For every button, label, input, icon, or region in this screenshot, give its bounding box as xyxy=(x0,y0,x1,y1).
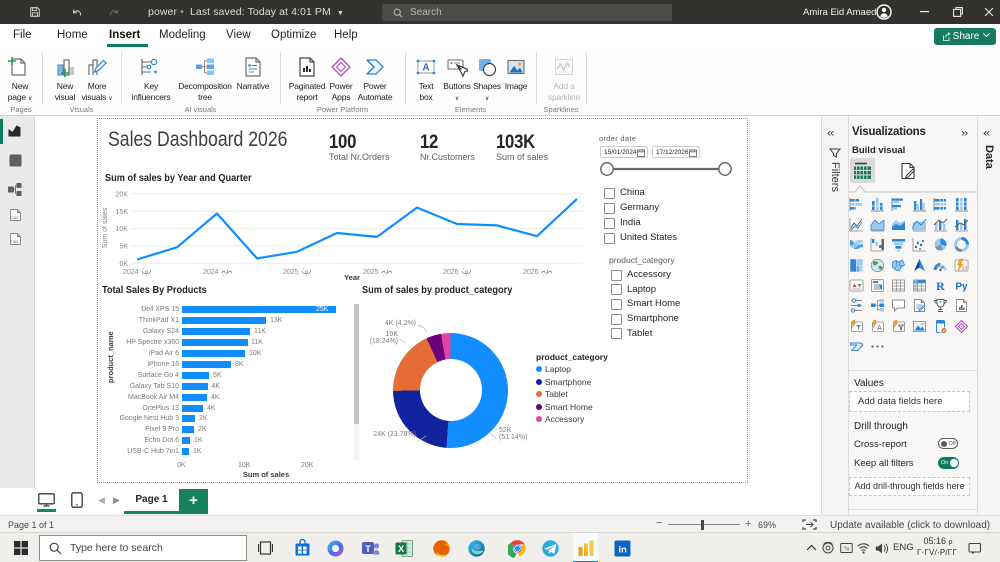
svg-text:Sum of sales: Sum of sales xyxy=(102,207,109,248)
svg-text:2025: 2025 xyxy=(283,269,299,276)
svg-text:20K: 20K xyxy=(116,191,129,198)
svg-text:in: in xyxy=(618,545,627,556)
svg-text:R: R xyxy=(936,279,945,293)
svg-text:Py: Py xyxy=(955,282,968,293)
svg-text:X: X xyxy=(398,544,405,555)
svg-text:10K: 10K xyxy=(116,226,129,233)
svg-text:2024: 2024 xyxy=(203,269,219,276)
svg-text:2024: 2024 xyxy=(123,269,139,276)
svg-text:2026: 2026 xyxy=(523,269,539,276)
svg-text:A: A xyxy=(422,63,429,74)
svg-text:2026: 2026 xyxy=(443,269,459,276)
svg-text:TMDL: TMDL xyxy=(11,240,20,244)
svg-text:23: 23 xyxy=(962,265,968,270)
svg-text:?x: ?x xyxy=(843,546,849,552)
svg-text:15K: 15K xyxy=(116,209,129,216)
svg-text:2025: 2025 xyxy=(363,269,379,276)
svg-text:T: T xyxy=(365,544,371,554)
svg-text:A: A xyxy=(877,325,882,332)
svg-text:Year: Year xyxy=(344,273,360,282)
svg-text:5K: 5K xyxy=(119,244,128,251)
svg-text:DAX: DAX xyxy=(11,216,19,220)
svg-text:0K: 0K xyxy=(119,261,128,268)
